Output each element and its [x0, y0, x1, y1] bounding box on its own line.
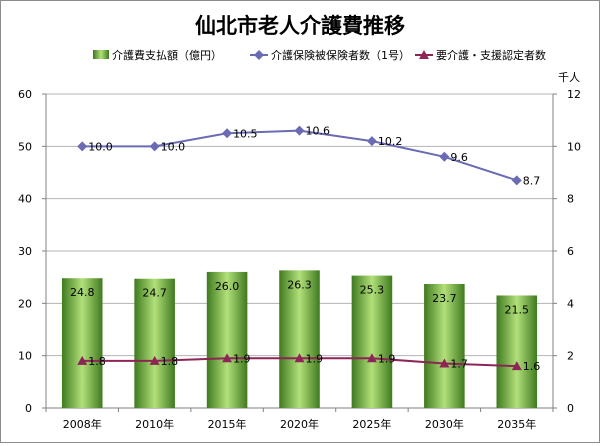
point-marker	[439, 358, 450, 368]
bar-data-label: 21.5	[505, 303, 530, 316]
bar	[61, 278, 103, 408]
line-data-label: 10.6	[306, 125, 331, 138]
line-data-label: 10.0	[161, 140, 186, 153]
right-axis-unit: 千人	[558, 71, 580, 84]
x-axis-tick-label: 2020年	[280, 417, 319, 431]
point-marker	[366, 136, 377, 147]
bar-data-label: 24.8	[70, 286, 95, 299]
legend-marker-certified	[419, 50, 429, 59]
bar	[134, 278, 175, 408]
legend-label-certified: 要介護・支援認定者数	[436, 48, 546, 62]
left-axis-tick-label: 50	[18, 140, 32, 153]
x-axis-tick-label: 2030年	[425, 417, 464, 431]
bar	[496, 295, 538, 408]
left-axis-tick-label: 40	[18, 193, 32, 206]
point-marker	[294, 125, 305, 136]
point-marker	[149, 141, 160, 152]
bar-series	[61, 270, 538, 408]
point-marker	[294, 353, 305, 363]
point-marker	[222, 353, 233, 363]
line-data-label: 1.9	[378, 352, 396, 365]
x-axis-tick-label: 2035年	[497, 417, 536, 431]
line-data-label: 1.8	[161, 355, 179, 368]
bar-data-label: 26.3	[287, 278, 312, 291]
bar	[351, 275, 393, 408]
bar	[279, 270, 320, 408]
x-axis-tick-label: 2010年	[135, 417, 174, 431]
left-axis-tick-label: 60	[18, 88, 32, 101]
x-axis-tick-label: 2025年	[352, 417, 391, 431]
point-marker	[222, 128, 233, 139]
right-axis-tick-label: 2	[567, 350, 574, 363]
bar	[424, 283, 465, 408]
line-data-label: 1.9	[306, 352, 324, 365]
line-data-label: 1.9	[233, 352, 251, 365]
left-axis-tick-label: 30	[18, 245, 32, 258]
point-marker	[77, 355, 88, 365]
line-data-label: 1.7	[450, 358, 468, 371]
left-axis-tick-label: 20	[18, 297, 32, 310]
line-data-label: 9.6	[450, 151, 468, 164]
point-marker	[439, 151, 450, 162]
right-axis-tick-label: 10	[567, 140, 581, 153]
right-axis-tick-label: 12	[567, 88, 581, 101]
legend-label-bars: 介護費支払額（億円）	[112, 48, 222, 62]
line-data-label: 10.2	[378, 135, 403, 148]
right-axis-tick-label: 8	[567, 193, 574, 206]
data-labels: 24.8 24.7 26.0 26.3 25.3 23.7 21.5 10.0 10.0 10.5…	[70, 125, 540, 374]
point-marker	[77, 141, 88, 152]
legend-label-insured: 介護保険被保険者数（1号）	[271, 48, 410, 62]
x-axis-tick-label: 2008年	[63, 417, 102, 431]
line-data-label: 1.8	[88, 355, 106, 368]
bar	[206, 271, 248, 408]
bar-data-label: 23.7	[432, 292, 457, 305]
bar-data-label: 24.7	[142, 287, 167, 300]
left-axis-tick-label: 10	[18, 350, 32, 363]
point-marker	[511, 175, 522, 186]
line-data-label: 1.6	[523, 360, 541, 373]
point-marker	[511, 361, 522, 371]
left-axis-tick-label: 0	[25, 402, 32, 415]
legend: 介護費支払額（億円） 介護保険被保険者数（1号） 要介護・支援認定者数	[93, 48, 546, 62]
point-marker	[366, 353, 377, 363]
bar-data-label: 25.3	[360, 284, 385, 297]
line-data-label: 8.7	[523, 174, 541, 187]
legend-marker-insured	[254, 50, 264, 60]
line-data-label: 10.5	[233, 127, 257, 140]
bar-data-label: 26.0	[215, 280, 240, 293]
chart-title: 仙北市老人介護費推移	[195, 14, 405, 38]
right-axis-tick-label: 0	[567, 402, 574, 415]
right-axis-tick-label: 4	[567, 297, 574, 310]
line-series	[77, 125, 522, 371]
x-axis-tick-label: 2015年	[208, 417, 247, 431]
line-data-label: 10.0	[88, 140, 113, 153]
legend-swatch-bars	[93, 50, 109, 59]
right-axis-tick-label: 6	[567, 245, 574, 258]
point-marker	[149, 355, 160, 365]
